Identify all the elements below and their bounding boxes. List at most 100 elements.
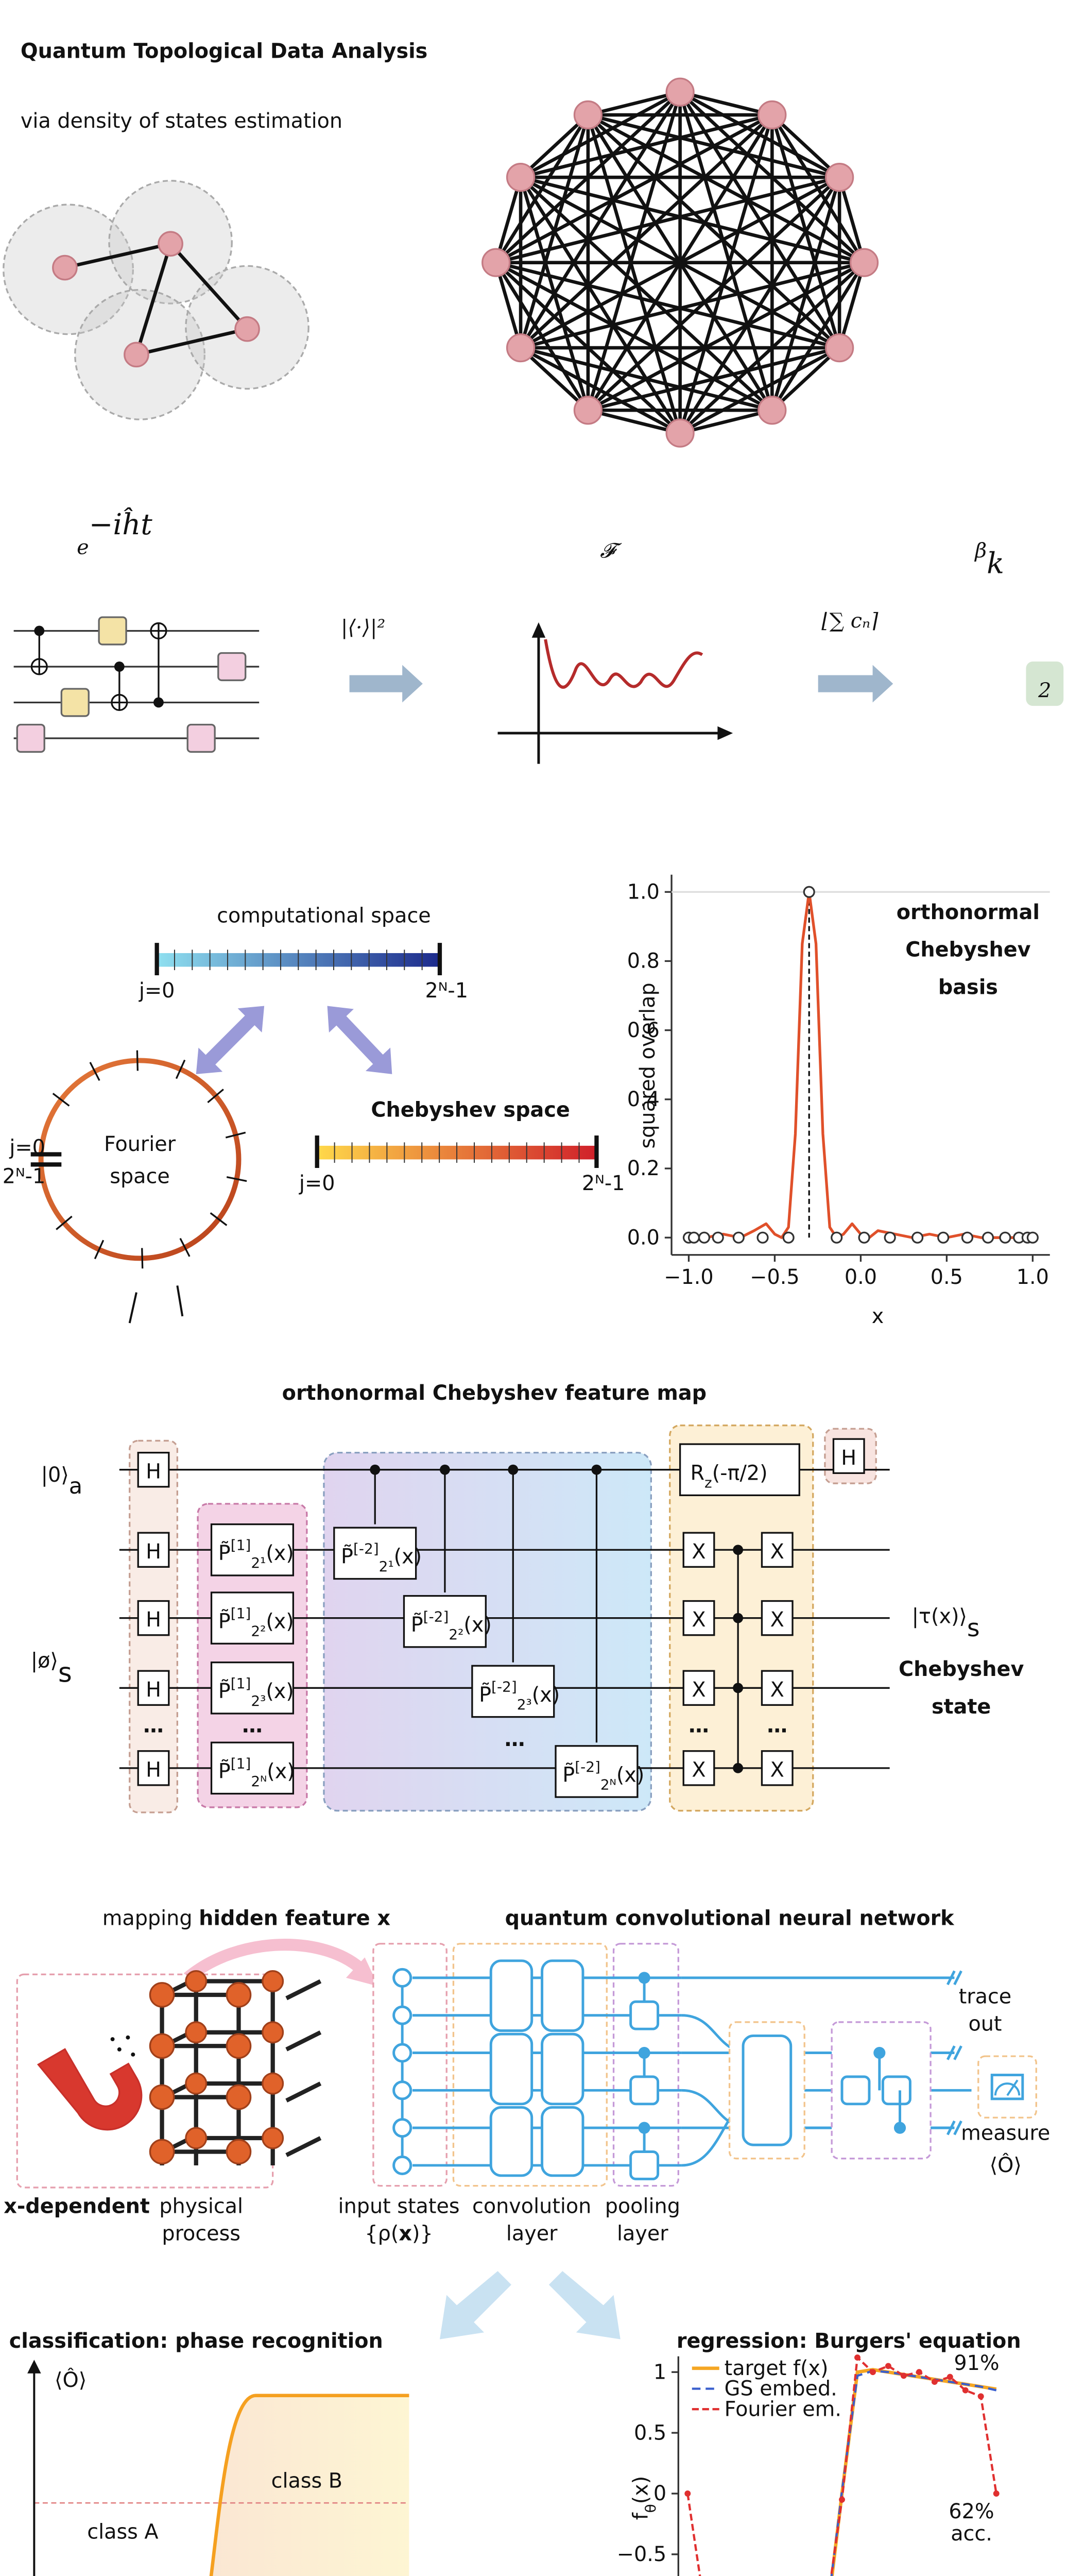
- node-marker: [982, 1231, 994, 1244]
- text-part: [-2]: [491, 1678, 517, 1695]
- lattice-site: [185, 2127, 208, 2149]
- text-part: z: [704, 1475, 712, 1492]
- gate-label: P̃[-2]2³(x): [479, 1678, 560, 1713]
- lattice-bond: [285, 2136, 322, 2157]
- gate-label: P̃[-2]2²(x): [411, 1608, 492, 1643]
- lattice-site: [262, 1970, 284, 1993]
- text-part: β: [974, 539, 987, 563]
- node-marker: [782, 1231, 795, 1244]
- gate-label: X: [770, 1758, 784, 1782]
- gate: [682, 1600, 715, 1636]
- text-part: 2²: [251, 1623, 266, 1640]
- lattice-site: [226, 2033, 252, 2059]
- arrow: [818, 665, 893, 703]
- edge: [494, 261, 590, 412]
- control: [733, 1762, 744, 1773]
- text-part: P̃: [218, 1609, 231, 1633]
- gate-label: P̃[-2]2ᴺ(x): [562, 1758, 644, 1793]
- vertex: [158, 231, 183, 257]
- gate-label: X: [692, 1758, 705, 1782]
- x-tick-label: 1.0: [1017, 1265, 1049, 1289]
- gate-label: P̃[1]2³(x): [218, 1675, 294, 1709]
- circle-tick: [94, 1240, 105, 1260]
- vertex: [234, 316, 260, 342]
- operator: |⟨·⟩|²: [341, 616, 385, 639]
- edge: [136, 327, 248, 357]
- gate-label: H: [841, 1446, 856, 1470]
- field-dot: [131, 2052, 135, 2057]
- text-part: {ρ(: [365, 2222, 399, 2246]
- node-marker: [961, 1231, 974, 1244]
- trace: [946, 2045, 956, 2060]
- node-marker: [803, 886, 815, 898]
- legend-label: GS embed.: [725, 2377, 837, 2401]
- bar-label: 2ᴺ-1: [582, 1172, 625, 1195]
- control: [873, 2046, 886, 2059]
- input-state: [392, 2080, 412, 2100]
- layer-box: [831, 2021, 932, 2160]
- text-part: P̃: [411, 1613, 423, 1637]
- state-name: Chebyshev: [899, 1657, 1024, 1681]
- magnet: [37, 2048, 143, 2131]
- edge: [519, 113, 773, 349]
- circle-tick: [89, 1062, 100, 1081]
- gate-label: X: [770, 1678, 784, 1702]
- node-marker: [687, 1231, 700, 1244]
- edge: [519, 176, 682, 434]
- circle-tick: [226, 1176, 247, 1182]
- y-tick-label: 0: [653, 2482, 666, 2505]
- edge: [134, 243, 173, 355]
- gate-label: Rz(-π/2): [690, 1462, 767, 1492]
- axis: [717, 726, 733, 740]
- edge: [679, 90, 773, 117]
- y-axis-label: fθ(x): [629, 2476, 659, 2520]
- text-part: P̃: [218, 1541, 231, 1565]
- control: [733, 1683, 744, 1693]
- caption: input states: [338, 2195, 460, 2218]
- edge: [588, 113, 840, 179]
- caption: x-dependent: [4, 2195, 150, 2218]
- gate: [16, 723, 45, 753]
- gate: [217, 652, 247, 682]
- lattice-site: [149, 2139, 175, 2165]
- text-part: a: [69, 1473, 82, 1499]
- vertex: [849, 248, 879, 277]
- text-part: 2³: [251, 1692, 266, 1709]
- vertex: [665, 418, 695, 448]
- state-label: |τ(x)⟩s: [912, 1605, 980, 1642]
- vertex: [665, 77, 695, 107]
- gate-label: P̃[-2]2¹(x): [341, 1540, 422, 1574]
- text-part: (x): [266, 1541, 294, 1565]
- node-marker: [698, 1231, 711, 1244]
- edge: [520, 261, 865, 350]
- text-part: [1]: [231, 1675, 251, 1692]
- axis: [531, 622, 546, 638]
- result: 2: [1038, 679, 1051, 703]
- y-tick-label: 0.6: [627, 1019, 660, 1042]
- vertex: [825, 163, 854, 192]
- control: [114, 662, 125, 672]
- x-tick-label: −0.5: [750, 1265, 799, 1289]
- input-state: [392, 2155, 412, 2175]
- title: Quantum Topological Data Analysis: [21, 40, 427, 63]
- text-part: (x): [266, 1680, 294, 1703]
- x-tick-label: 0.5: [931, 1265, 963, 1289]
- text-part: −iĥt: [89, 507, 153, 541]
- plot-title: regression: Burgers' equation: [677, 2329, 1021, 2353]
- edge: [771, 113, 841, 179]
- trace: [953, 2120, 962, 2136]
- gate-label: X: [770, 1608, 784, 1632]
- y-tick-label: −0.5: [617, 2543, 666, 2566]
- node-marker: [858, 1231, 870, 1244]
- text-part: (x): [629, 2476, 653, 2504]
- text-part: 2¹: [251, 1554, 266, 1571]
- state-label: |0⟩a: [41, 1463, 83, 1499]
- edge: [520, 175, 865, 264]
- plot-title: Chebyshev: [905, 938, 1030, 962]
- lattice-site: [185, 1970, 208, 1993]
- mapping-arrow: [346, 1957, 378, 1987]
- bar-label: j=0: [299, 1172, 335, 1195]
- text-part: 2ᴺ: [251, 1773, 267, 1790]
- pool-gate: [629, 2075, 660, 2106]
